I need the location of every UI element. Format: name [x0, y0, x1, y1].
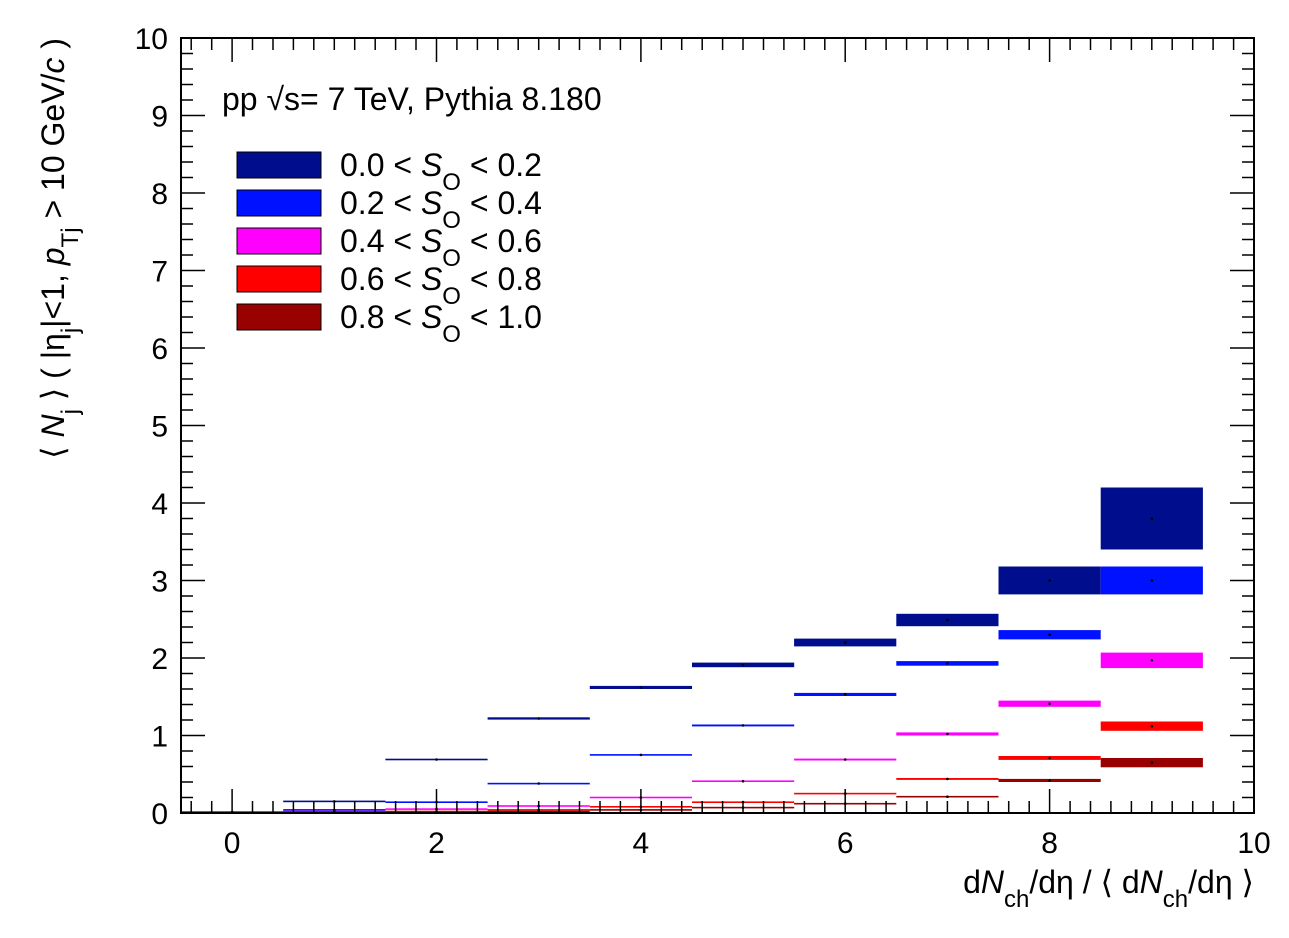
- data-point-s4-c7: [946, 795, 949, 798]
- legend-swatch-2: [236, 227, 322, 255]
- data-point-s4-c9: [1150, 761, 1154, 764]
- data-point-s3-c8: [1048, 756, 1051, 760]
- data-point-s0-c3: [537, 717, 540, 720]
- legend-label-0: 0.0 < SO​ < 0.2: [340, 147, 542, 196]
- x-tick-label: 10: [1237, 827, 1270, 860]
- y-tick-label: 10: [135, 23, 168, 56]
- data-point-s2-c9: [1150, 659, 1154, 662]
- x-tick-label: 0: [224, 827, 241, 860]
- legend-swatch-3: [236, 265, 322, 293]
- x-axis-title-text: dNch​/dη / ⟨ dNch​/dη ⟩: [963, 864, 1254, 913]
- legend-swatch-4: [236, 303, 322, 331]
- legend-label-4: 0.8 < SO​ < 1.0: [340, 299, 542, 348]
- data-point-s2-c8: [1048, 702, 1051, 705]
- tick-labels: 0 2 4 6 8 10 0 1 2 3 4 5 6 7 8 9 10: [135, 23, 1271, 860]
- y-tick-label: 3: [151, 566, 168, 599]
- y-tick-label: 6: [151, 333, 168, 366]
- data-point-s1-c6: [843, 693, 847, 696]
- annotation: pp √s= 7 TeV, Pythia 8.180: [222, 81, 602, 117]
- data-point-s3-c7: [946, 777, 949, 781]
- y-tick-label: 5: [151, 411, 168, 444]
- y-tick-label: 2: [151, 643, 168, 676]
- data-point-s2-c5: [741, 779, 745, 783]
- legend-label-1: 0.2 < SO​ < 0.4: [340, 185, 542, 234]
- y-tick-label: 7: [151, 256, 168, 289]
- axis-ticks: [181, 37, 1255, 814]
- y-tick-label: 1: [151, 721, 168, 754]
- legend-swatch-0: [236, 151, 322, 179]
- x-tick-label: 2: [428, 827, 445, 860]
- data-point-s1-c7: [946, 662, 949, 665]
- data-point-s1-c8: [1048, 633, 1051, 637]
- data-point-s4-c8: [1048, 779, 1051, 782]
- legend: 0.0 < SO​ < 0.20.2 < SO​ < 0.40.4 < SO​ …: [236, 147, 542, 348]
- data-point-s1-c9: [1150, 579, 1154, 582]
- data-point-s3-c9: [1150, 724, 1154, 728]
- data-point-s0-c7: [946, 618, 949, 622]
- data-point-s2-c7: [946, 732, 949, 736]
- data-point-s0-c9: [1150, 517, 1154, 520]
- y-tick-label: 8: [151, 178, 168, 211]
- data-point-s2-c6: [843, 758, 847, 761]
- data-point-s0-c4: [639, 686, 643, 689]
- y-tick-label: 0: [151, 798, 168, 831]
- data-boxes: [181, 487, 1203, 814]
- x-tick-label: 4: [633, 827, 650, 860]
- legend-swatch-1: [236, 189, 322, 217]
- data-point-s0-c5: [741, 663, 745, 667]
- y-tick-label: 9: [151, 101, 168, 134]
- y-axis-title-text: ⟨ Nj​ ⟩ ( |ηj​|<1, pT​j​ > 10 GeV/c ): [35, 38, 84, 459]
- data-point-s1-c5: [741, 724, 745, 727]
- legend-label-3: 0.6 < SO​ < 0.8: [340, 261, 542, 310]
- legend-label-2: 0.4 < SO​ < 0.6: [340, 223, 542, 272]
- data-point-s1-c3: [537, 782, 540, 785]
- data-point-s0-c8: [1048, 579, 1051, 582]
- x-tick-label: 6: [837, 827, 854, 860]
- y-tick-label: 4: [151, 488, 168, 521]
- data-point-s0-c2: [435, 758, 438, 761]
- x-axis-title: dNch​/dη / ⟨ dNch​/dη ⟩: [963, 864, 1254, 913]
- data-point-s0-c6: [843, 641, 847, 644]
- y-axis-title: ⟨ Nj​ ⟩ ( |ηj​|<1, pT​j​ > 10 GeV/c ): [35, 38, 84, 459]
- x-tick-label: 8: [1041, 827, 1058, 860]
- data-point-s1-c4: [639, 753, 643, 757]
